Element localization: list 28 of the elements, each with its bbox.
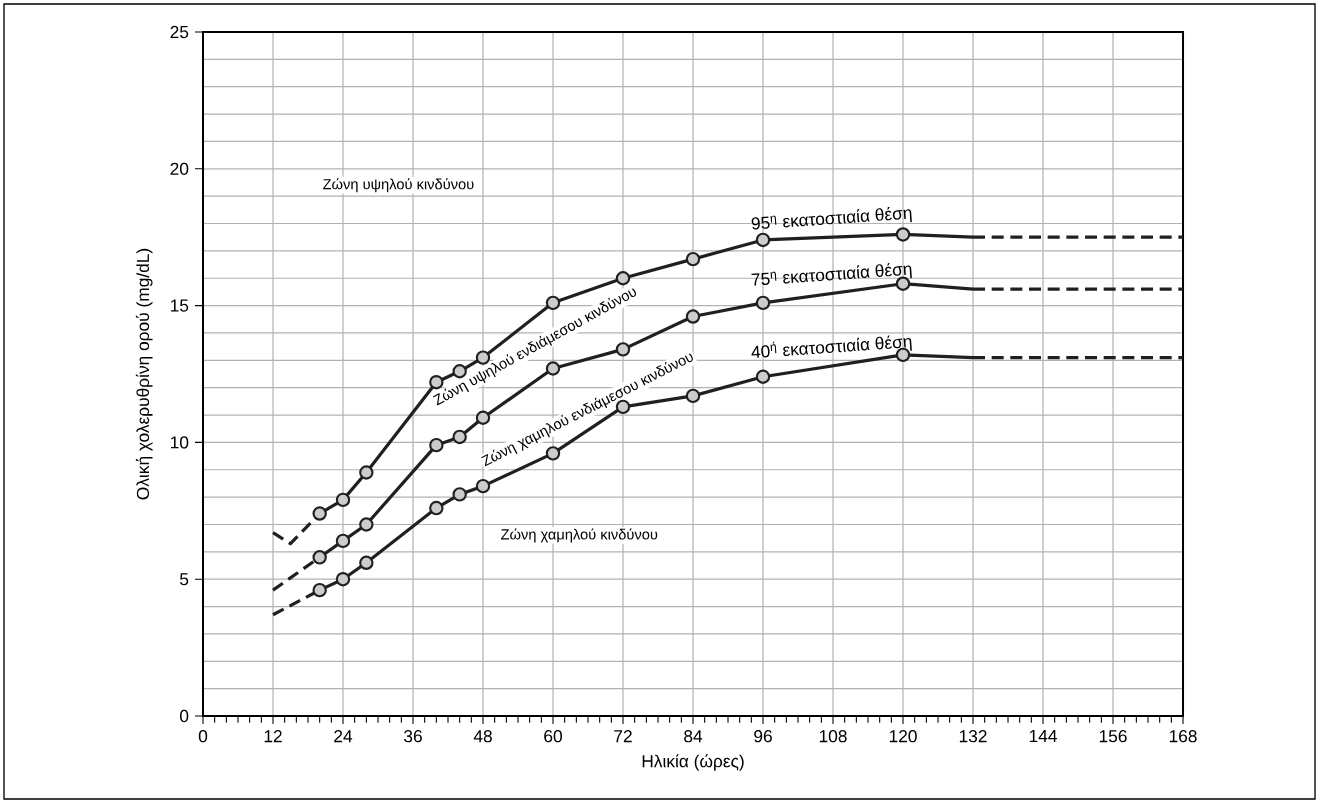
y-tick-label: 25 — [170, 25, 189, 39]
series-label: 75$^{η}$ εκατοστιαία θέση — [751, 263, 912, 286]
annotation: Ζώνη υψηλού κινδύνου — [323, 178, 474, 193]
y-tick-label: 15 — [171, 299, 189, 312]
x-tick-label: 72 — [614, 730, 632, 743]
x-tick-label: 96 — [754, 730, 772, 743]
x-tick-label: 60 — [544, 730, 562, 743]
x-tick-label: 168 — [1169, 730, 1197, 743]
x-tick-label: 48 — [473, 730, 492, 743]
x-tick-label: 120 — [889, 730, 917, 743]
x-tick-label: 156 — [1099, 730, 1127, 743]
x-tick-label: 0 — [198, 730, 208, 743]
y-tick-label: 10 — [171, 436, 189, 449]
y-axis-title: Ολική χολερυθρίνη ορού (mg/dL) — [135, 248, 153, 500]
x-tick-label: 24 — [334, 730, 353, 743]
x-tick-label: 132 — [959, 730, 987, 743]
x-tick-label: 144 — [1029, 730, 1057, 742]
x-tick-label: 12 — [264, 730, 282, 743]
x-tick-label: 84 — [684, 730, 703, 743]
y-tick-label: 5 — [180, 573, 189, 586]
y-tick-label: 20 — [170, 162, 189, 175]
x-tick-label: 108 — [819, 730, 847, 743]
y-tick-label: 0 — [179, 709, 189, 723]
series-label: 95$^{η}$ εκατοστιαία θέση — [751, 206, 912, 230]
annotation: Ζώνη χαμηλού κινδύνου — [501, 528, 658, 543]
x-axis-title: Ηλικία (ώρες) — [642, 754, 744, 771]
series-label: 40$^{ή}$ εκατοστιαία θέση — [751, 335, 912, 358]
x-tick-label: 36 — [404, 730, 422, 743]
